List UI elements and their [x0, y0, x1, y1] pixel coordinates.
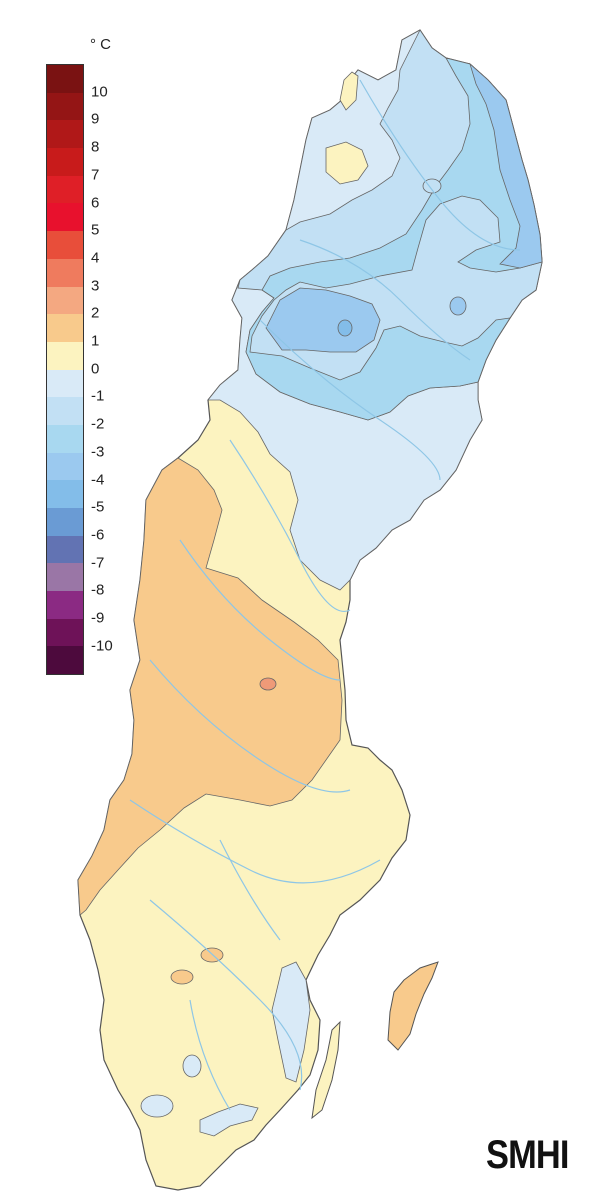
legend-label: 10: [91, 83, 108, 101]
legend-label: 6: [91, 194, 100, 211]
legend-swatch: [47, 65, 83, 93]
legend-label: -3: [91, 443, 105, 461]
warm-spot: [200, 947, 224, 963]
legend-label: 2: [91, 304, 100, 322]
rivers: [129, 79, 521, 1111]
legend-unit: ° C: [90, 36, 111, 53]
legend-swatch: [47, 175, 83, 204]
legend-swatch: [47, 231, 83, 259]
legend-label: -2: [91, 415, 105, 433]
legend-swatch: [47, 92, 83, 121]
legend-label: -9: [91, 609, 105, 627]
legend-swatch: [47, 203, 83, 232]
legend-label: 8: [91, 138, 100, 156]
legend-swatch: [47, 563, 83, 592]
legend-label: 3: [91, 277, 100, 295]
legend-swatch: [47, 369, 83, 398]
legend-swatch: [47, 286, 83, 315]
legend-label: -6: [91, 526, 105, 544]
legend-swatch: [47, 508, 83, 536]
legend-label: -5: [91, 498, 105, 516]
legend-swatch: [47, 618, 83, 647]
zone-0-to-1-north: [325, 141, 369, 185]
warm-spot: [170, 969, 194, 985]
legend-swatch: [47, 148, 83, 176]
legend-swatch: [47, 120, 83, 149]
legend-label: -8: [91, 581, 105, 599]
legend-label: -1: [91, 387, 105, 405]
legend-label: -10: [91, 637, 113, 655]
legend-label: 9: [91, 110, 100, 128]
legend-swatch: [47, 258, 83, 287]
legend-swatch: [47, 591, 83, 619]
legend-swatch: [47, 452, 83, 481]
zone-minus4-to-minus3: [265, 287, 381, 353]
legend-label: -4: [91, 471, 105, 488]
zone-minus4-to-minus3: [469, 62, 543, 269]
legend-label: -7: [91, 554, 105, 572]
legend-label: 5: [91, 221, 100, 239]
legend-swatch: [47, 341, 83, 370]
zone-0-to-1-north: [339, 71, 359, 111]
cold-spot: [199, 1103, 259, 1137]
oland-island: [311, 1020, 341, 1120]
cold-spot: [337, 319, 353, 337]
cold-spot: [449, 296, 467, 316]
legend-label: 7: [91, 166, 100, 184]
color-legend: [46, 64, 84, 676]
zone-1-to-2: [77, 457, 343, 916]
legend-swatch: [47, 397, 83, 425]
cold-spot: [182, 1054, 202, 1078]
legend-swatch: [47, 314, 83, 342]
gotland-island: [387, 961, 439, 1051]
warm-spot: [259, 677, 277, 691]
legend-swatch: [47, 480, 83, 508]
legend-swatch: [47, 424, 83, 453]
cold-spot: [140, 1094, 174, 1118]
zone-minus3-to-minus2: [245, 57, 543, 421]
legend-label: 4: [91, 249, 100, 267]
legend-swatch: [47, 646, 83, 675]
cold-spot: [271, 961, 311, 1083]
legend-swatch: [47, 535, 83, 564]
cold-spot: [422, 178, 442, 194]
smhi-logo: SMHI: [486, 1133, 569, 1177]
legend-label: 1: [91, 332, 100, 350]
legend-label: 0: [91, 360, 100, 378]
